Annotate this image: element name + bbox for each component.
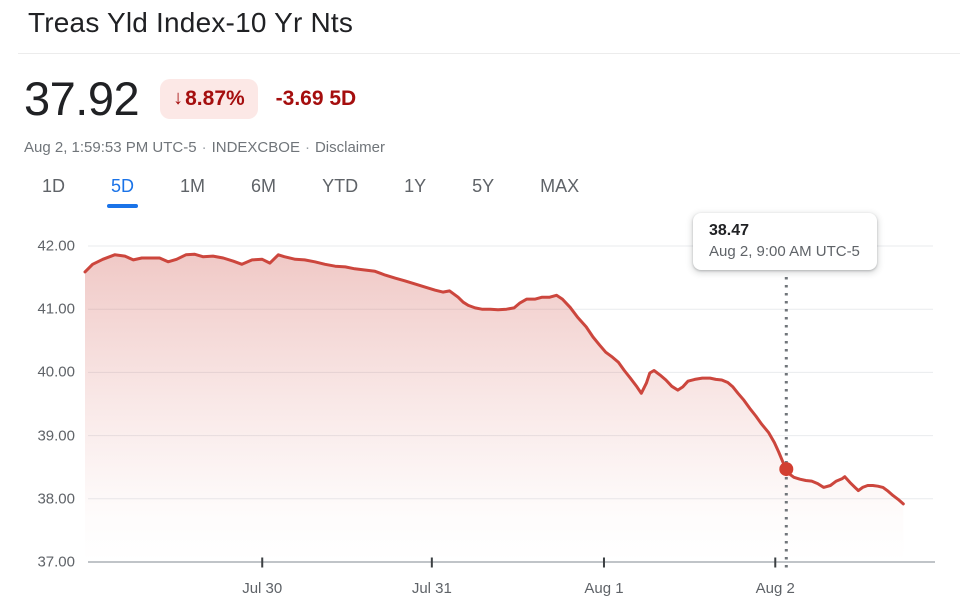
tab-1y[interactable]: 1Y — [404, 176, 427, 196]
tab-ytd[interactable]: YTD — [322, 176, 359, 196]
y-axis-tick-label: 39.00 — [37, 427, 75, 445]
hover-tooltip: 38.47 Aug 2, 9:00 AM UTC-5 — [693, 213, 877, 270]
y-axis-tick-label: 38.00 — [37, 490, 75, 508]
x-axis-tick-label: Jul 31 — [411, 580, 452, 597]
arrow-down-icon: ↓ — [173, 87, 184, 110]
tab-6m[interactable]: 6M — [251, 176, 277, 196]
current-price: 37.92 — [24, 72, 140, 125]
area-fill — [85, 254, 904, 562]
meta-separator: · — [304, 139, 310, 156]
chart-area: 42.00 41.00 40.00 39.00 38.00 37.00 Jul 30 Jul… — [0, 210, 960, 606]
y-axis-tick-label: 40.00 — [37, 363, 75, 381]
tab-1d[interactable]: 1D — [42, 176, 66, 196]
tab-max[interactable]: MAX — [540, 176, 580, 196]
meta-separator: · — [201, 139, 207, 156]
price-line — [83, 252, 905, 506]
percent-change-value: 8.87% — [185, 86, 245, 110]
y-axis-tick-label: 41.00 — [37, 300, 75, 318]
exchange-name: INDEXCBOE — [211, 139, 300, 156]
percent-change-badge: ↓ 8.87% — [160, 78, 258, 119]
price-row: 37.92 ↓ 8.87% -3.69 5D — [24, 72, 357, 125]
time-range-tabs: 1D 5D 1M 6M YTD 1Y 5Y MAX — [42, 176, 579, 208]
tab-5d[interactable]: 5D — [107, 176, 139, 208]
tooltip-time: Aug 2, 9:00 AM UTC-5 — [709, 243, 860, 260]
absolute-change: -3.69 5D — [275, 86, 357, 110]
quote-timestamp: Aug 2, 1:59:53 PM UTC-5 — [24, 139, 197, 156]
y-axis-tick-label: 37.00 — [37, 553, 75, 571]
price-chart[interactable] — [0, 210, 960, 606]
tab-5y[interactable]: 5Y — [472, 176, 495, 196]
x-axis-tick-label: Jul 30 — [242, 580, 283, 597]
hover-point-dot — [779, 462, 794, 477]
x-axis-tick-label: Aug 2 — [755, 580, 795, 597]
y-axis-tick-label: 42.00 — [37, 237, 75, 255]
tab-1m[interactable]: 1M — [180, 176, 206, 196]
x-axis-tick-label: Aug 1 — [584, 580, 624, 597]
quote-meta-line: Aug 2, 1:59:53 PM UTC-5 · INDEXCBOE · Discla… — [24, 139, 385, 156]
page-title: Treas Yld Index-10 Yr Nts — [28, 7, 354, 38]
tooltip-value: 38.47 — [709, 222, 750, 239]
disclaimer-link[interactable]: Disclaimer — [314, 139, 385, 156]
header-divider — [18, 53, 960, 54]
